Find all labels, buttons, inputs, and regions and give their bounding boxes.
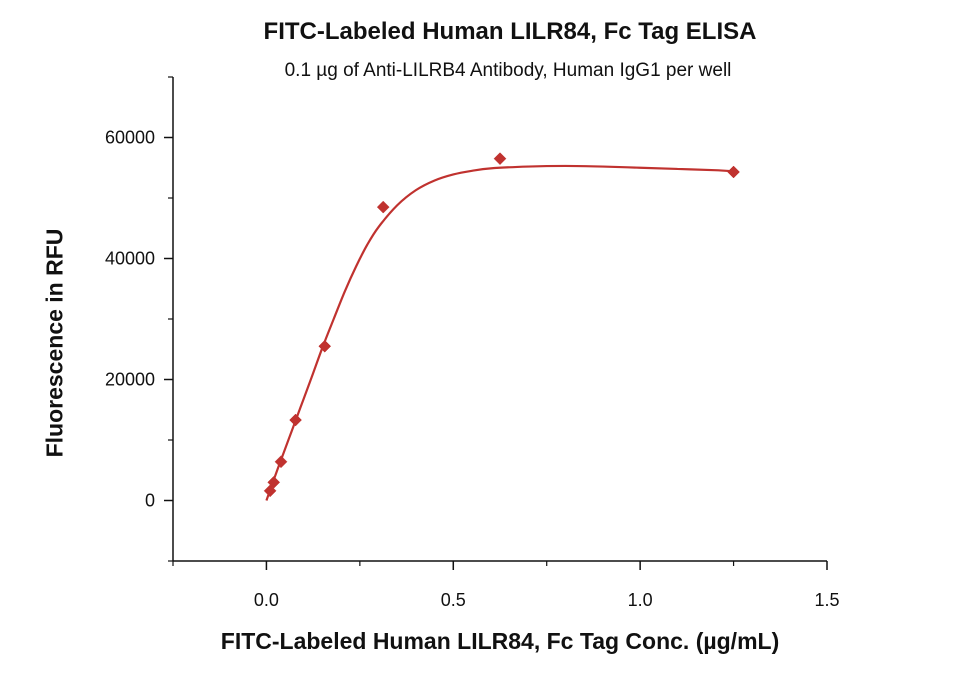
data-point-diamond bbox=[274, 455, 288, 469]
data-points-layer bbox=[263, 152, 740, 498]
fit-curve-layer bbox=[265, 164, 734, 501]
data-point-diamond bbox=[376, 200, 390, 214]
data-point-diamond bbox=[493, 152, 507, 166]
data-point-diamond bbox=[727, 165, 740, 179]
data-point-diamond bbox=[267, 475, 281, 489]
data-point-diamond bbox=[289, 413, 302, 427]
x-tick-label: 1.5 bbox=[814, 590, 839, 610]
fit-curve-line bbox=[265, 164, 734, 501]
y-tick-label: 60000 bbox=[105, 128, 155, 148]
axes: 0 20000 40000 60000 0.0 0.5 1.0 1.5 bbox=[105, 76, 840, 610]
chart-title: FITC-Labeled Human LILR84, Fc Tag ELISA bbox=[263, 18, 757, 45]
chart-subtitle: 0.1 µg of Anti-LILRB4 Antibody, Human Ig… bbox=[284, 60, 732, 81]
x-axis-label: FITC-Labeled Human LILR84, Fc Tag Conc. … bbox=[220, 628, 780, 654]
y-tick-label: 40000 bbox=[105, 249, 155, 269]
x-tick-label: 1.0 bbox=[628, 590, 653, 610]
x-tick-label: 0.5 bbox=[441, 590, 466, 610]
x-tick-label: 0.0 bbox=[254, 590, 279, 610]
data-point-diamond bbox=[318, 339, 332, 353]
y-tick-label: 0 bbox=[145, 491, 155, 511]
y-tick-label: 20000 bbox=[105, 370, 155, 390]
